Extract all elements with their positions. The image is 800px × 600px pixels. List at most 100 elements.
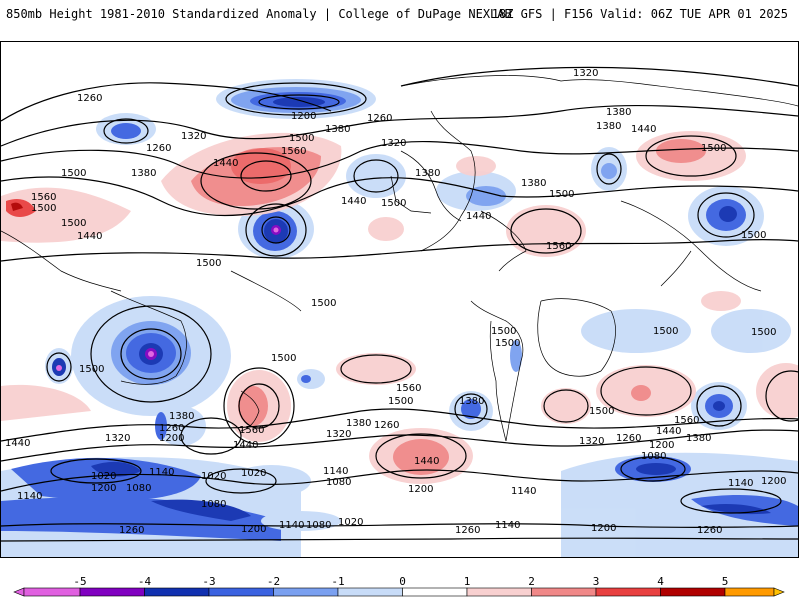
colorbar-tick-label: 3 xyxy=(593,575,600,588)
contour-label: 1560 xyxy=(546,241,571,252)
colorbar-segment xyxy=(660,587,726,597)
contour-label: 1500 xyxy=(495,338,520,349)
contour-label: 1440 xyxy=(414,456,439,467)
colorbar-tick-label: 2 xyxy=(528,575,535,588)
colorbar-tick-label: -5 xyxy=(73,575,86,588)
contour-label: 1140 xyxy=(511,486,536,497)
contour-label: 1200 xyxy=(649,440,674,451)
colorbar-segment xyxy=(23,587,81,597)
colorbar-tick-label: -4 xyxy=(138,575,152,588)
contour-label: 1440 xyxy=(213,158,238,169)
contour-label: 1320 xyxy=(105,433,130,444)
colorbar-tick-label: -2 xyxy=(267,575,280,588)
contour-label: 1140 xyxy=(728,478,753,489)
colorbar-tick-label: 4 xyxy=(657,575,664,588)
colorbar-segment xyxy=(79,587,145,597)
contour-label: 1140 xyxy=(17,491,42,502)
contour-label: 1020 xyxy=(241,468,266,479)
contour-label: 1260 xyxy=(77,93,102,104)
colorbar-segment xyxy=(466,587,532,597)
colorbar-segment xyxy=(273,587,339,597)
colorbar-segments xyxy=(13,587,785,597)
contour-label: 1380 xyxy=(686,433,711,444)
colorbar-segment xyxy=(595,587,661,597)
contour-label: 1440 xyxy=(77,231,102,242)
colorbar-segment xyxy=(773,587,785,597)
contour-label: 1260 xyxy=(159,423,184,434)
contour-label: 1200 xyxy=(159,433,184,444)
height-contours xyxy=(1,66,798,542)
contour-label: 1500 xyxy=(653,326,678,337)
anomaly-colorbar: -5 -4 -3 -2 -1 0 1 2 3 4 5 xyxy=(0,565,800,600)
contour-label: 1080 xyxy=(126,483,151,494)
colorbar-segment xyxy=(208,587,274,597)
colorbar-segment xyxy=(13,587,25,597)
contour-label: 1140 xyxy=(279,520,304,531)
anomaly-map: 1320 1260 1200 1260 1320 1380 1440 1500 … xyxy=(0,41,799,558)
coastlines xyxy=(1,75,798,442)
contour-label: 1080 xyxy=(641,451,666,462)
colorbar-segment xyxy=(144,587,210,597)
contour-label: 1500 xyxy=(289,133,314,144)
contour-label: 1560 xyxy=(281,146,306,157)
contour-label: 1500 xyxy=(589,406,614,417)
contour-label: 1200 xyxy=(761,476,786,487)
colorbar-segment xyxy=(402,587,468,597)
contour-label: 1140 xyxy=(323,466,348,477)
contour-label: 1200 xyxy=(91,483,116,494)
contour-label: 1500 xyxy=(381,198,406,209)
contour-label: 1440 xyxy=(341,196,366,207)
contour-label: 1200 xyxy=(291,111,316,122)
contour-label: 1500 xyxy=(61,168,86,179)
contour-label: 1380 xyxy=(606,107,631,118)
contour-label: 1500 xyxy=(491,326,516,337)
contour-label: 1500 xyxy=(61,218,86,229)
contour-label: 1380 xyxy=(459,396,484,407)
contour-label: 1140 xyxy=(149,467,174,478)
contour-label: 1380 xyxy=(415,168,440,179)
contour-label: 1500 xyxy=(31,203,56,214)
colorbar-tick-label: -1 xyxy=(331,575,344,588)
contour-label: 1500 xyxy=(751,327,776,338)
contour-label: 1020 xyxy=(91,471,116,482)
colorbar-segment xyxy=(337,587,403,597)
contour-label: 1320 xyxy=(579,436,604,447)
contour-label: 1260 xyxy=(367,113,392,124)
contour-label: 1260 xyxy=(455,525,480,536)
contour-label: 1440 xyxy=(631,124,656,135)
contour-label: 1380 xyxy=(596,121,621,132)
contour-label: 1260 xyxy=(146,143,171,154)
contour-label: 1500 xyxy=(311,298,336,309)
valid-time: 18Z GFS | F156 Valid: 06Z TUE APR 01 202… xyxy=(491,7,788,21)
contour-label: 1200 xyxy=(241,524,266,535)
contour-label: 1560 xyxy=(239,425,264,436)
colorbar-tick-label: -3 xyxy=(202,575,215,588)
contour-label: 1500 xyxy=(701,143,726,154)
contour-label: 1560 xyxy=(674,415,699,426)
contour-label: 1320 xyxy=(573,68,598,79)
contour-label: 1260 xyxy=(374,420,399,431)
colorbar-tick-label: 1 xyxy=(464,575,471,588)
contour-label: 1320 xyxy=(181,131,206,142)
header-bar: 850mb Height 1981-2010 Standardized Anom… xyxy=(0,0,800,28)
contour-label: 1440 xyxy=(656,426,681,437)
contour-label: 1320 xyxy=(381,138,406,149)
contour-label: 1380 xyxy=(325,124,350,135)
contour-label: 1500 xyxy=(549,189,574,200)
contour-label: 1020 xyxy=(338,517,363,528)
contour-label: 1500 xyxy=(79,364,104,375)
contour-label: 1260 xyxy=(697,525,722,536)
contour-label: 1500 xyxy=(271,353,296,364)
contour-label: 1200 xyxy=(591,523,616,534)
contour-label: 1500 xyxy=(741,230,766,241)
colorbar-tick-labels: -5 -4 -3 -2 -1 0 1 2 3 4 5 xyxy=(73,575,728,588)
contour-label: 1560 xyxy=(31,192,56,203)
contour-labels: 1320 1260 1200 1260 1320 1380 1440 1500 … xyxy=(5,68,786,536)
contour-label: 1260 xyxy=(616,433,641,444)
contour-label: 1020 xyxy=(201,471,226,482)
contour-label: 1140 xyxy=(495,520,520,531)
colorbar-tick-label: 0 xyxy=(399,575,406,588)
contour-label: 1500 xyxy=(388,396,413,407)
contour-label: 1500 xyxy=(196,258,221,269)
contour-label: 1080 xyxy=(306,520,331,531)
